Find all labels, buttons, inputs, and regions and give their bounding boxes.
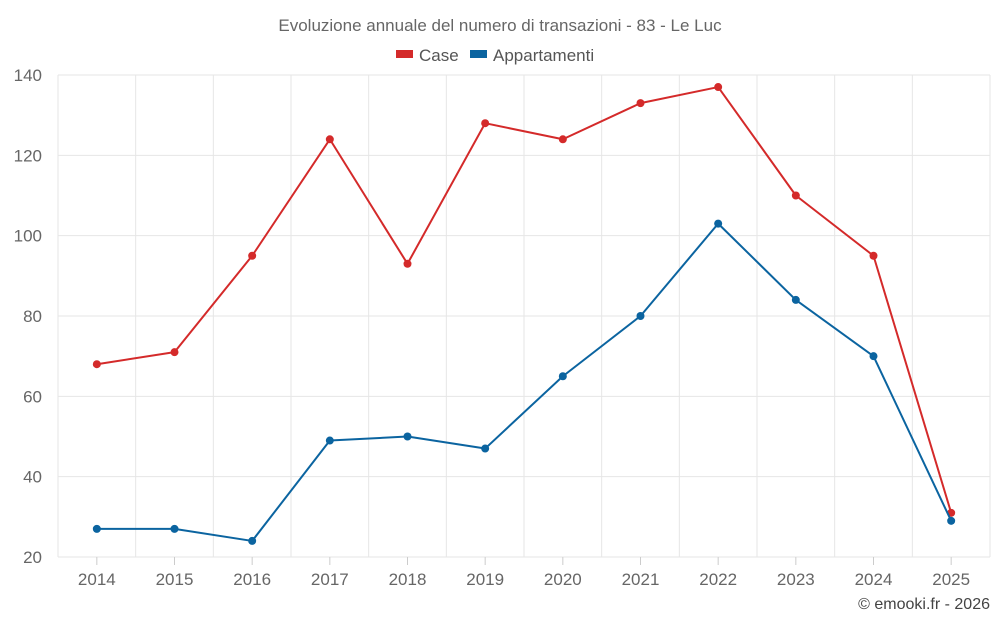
x-tick-label: 2015: [156, 570, 194, 589]
x-tick-label: 2023: [777, 570, 815, 589]
data-point-appartamenti[interactable]: [248, 536, 257, 545]
y-tick-label: 60: [23, 387, 42, 406]
grid: [57, 74, 991, 558]
y-tick-label: 20: [23, 548, 42, 567]
data-point-case[interactable]: [481, 119, 490, 128]
data-point-case[interactable]: [558, 135, 567, 144]
legend: Case Appartamenti: [396, 46, 594, 65]
data-point-case[interactable]: [170, 348, 179, 357]
credit-text: © emooki.fr - 2026: [858, 596, 990, 613]
legend-label-appartamenti[interactable]: Appartamenti: [493, 46, 594, 65]
legend-swatch-appartamenti: [470, 50, 487, 58]
series-line-case: [96, 86, 953, 514]
x-tick-label: 2025: [932, 570, 970, 589]
data-point-case[interactable]: [636, 99, 645, 108]
data-point-case[interactable]: [403, 259, 412, 268]
y-tick-label: 100: [14, 227, 42, 246]
series-line-appartamenti: [96, 222, 953, 542]
y-axis: 20 40 60 80 100 120 140: [14, 66, 42, 567]
x-tick-label: 2021: [622, 570, 660, 589]
data-point-appartamenti[interactable]: [791, 295, 800, 304]
data-point-case[interactable]: [869, 251, 878, 260]
legend-swatch-case: [396, 50, 413, 58]
data-point-case[interactable]: [325, 135, 334, 144]
data-point-appartamenti[interactable]: [92, 524, 101, 533]
chart-title: Evoluzione annuale del numero di transaz…: [278, 16, 722, 35]
data-point-case[interactable]: [248, 251, 257, 260]
data-point-appartamenti[interactable]: [170, 524, 179, 533]
x-tick-label: 2018: [389, 570, 427, 589]
x-tick-label: 2019: [466, 570, 504, 589]
x-tick-label: 2024: [855, 570, 893, 589]
data-point-case[interactable]: [791, 191, 800, 200]
y-tick-label: 120: [14, 146, 42, 165]
series-group: [92, 83, 956, 545]
data-point-appartamenti[interactable]: [481, 444, 490, 453]
y-tick-label: 140: [14, 66, 42, 85]
data-point-appartamenti[interactable]: [325, 436, 334, 445]
data-point-appartamenti[interactable]: [636, 312, 645, 320]
data-point-appartamenti[interactable]: [558, 372, 567, 381]
data-point-appartamenti[interactable]: [714, 219, 723, 228]
y-tick-label: 40: [23, 468, 42, 487]
data-point-appartamenti[interactable]: [403, 432, 412, 441]
data-point-appartamenti[interactable]: [947, 516, 956, 525]
legend-label-case[interactable]: Case: [419, 46, 459, 65]
x-tick-label: 2022: [699, 570, 737, 589]
data-point-appartamenti[interactable]: [869, 352, 878, 361]
x-axis: 2014 2015 2016 2017 2018 2019 2020 2021 2022 2023…: [78, 557, 970, 589]
x-tick-label: 2017: [311, 570, 349, 589]
x-tick-label: 2020: [544, 570, 582, 589]
data-point-case[interactable]: [92, 360, 101, 369]
x-tick-label: 2014: [78, 570, 116, 589]
data-point-case[interactable]: [714, 83, 723, 92]
y-tick-label: 80: [23, 307, 42, 326]
x-tick-label: 2016: [233, 570, 271, 589]
